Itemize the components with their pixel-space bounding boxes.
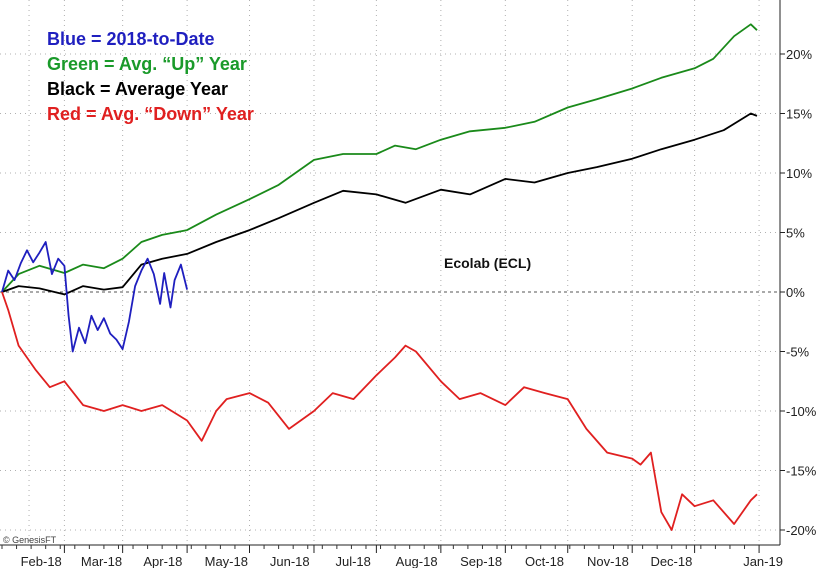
series-line-red [1, 291, 758, 531]
y-tick-label: -15% [786, 464, 817, 479]
x-tick-label: May-18 [205, 554, 248, 568]
y-tick-label: 20% [786, 47, 812, 62]
series-line-black [1, 112, 758, 296]
grid [0, 0, 780, 545]
y-tick-label: 10% [786, 166, 812, 181]
x-tick-label: Mar-18 [81, 554, 122, 568]
legend-entry: Blue = 2018-to-Date [47, 29, 215, 49]
x-tick-label: Dec-18 [650, 554, 692, 568]
legend: Blue = 2018-to-Date Green = Avg. “Up” Yea… [47, 29, 254, 124]
x-tick-label: Oct-18 [525, 554, 564, 568]
series-group [1, 23, 758, 531]
x-tick-label: Aug-18 [396, 554, 438, 568]
x-tick-label: Jun-18 [270, 554, 310, 568]
legend-entry: Red = Avg. “Down” Year [47, 104, 254, 124]
x-tick-label: Jan-19 [743, 554, 783, 568]
chart-annotation: Ecolab (ECL) [444, 255, 531, 271]
y-tick-label: 5% [786, 226, 805, 241]
y-tick-label: -5% [786, 345, 810, 360]
series-line-blue [1, 241, 188, 353]
legend-entry: Green = Avg. “Up” Year [47, 54, 247, 74]
credit-label: © GenesisFT [3, 535, 57, 545]
y-tick-label: 0% [786, 285, 805, 300]
y-axis: -20% -15% -10% -5% 0% 5% 10% 15% 20% [780, 47, 817, 538]
x-axis: Feb-18 Mar-18 Apr-18 May-18 Jun-18 Jul-18 Aug-… [1, 545, 783, 568]
x-tick-label: Jul-18 [335, 554, 370, 568]
x-tick-label: Nov-18 [587, 554, 629, 568]
x-tick-label: Feb-18 [21, 554, 62, 568]
series-line-green [1, 23, 758, 293]
x-tick-label: Apr-18 [143, 554, 182, 568]
y-tick-label: -10% [786, 404, 817, 419]
x-tick-label: Sep-18 [460, 554, 502, 568]
y-tick-label: 15% [786, 107, 812, 122]
y-tick-label: -20% [786, 523, 817, 538]
legend-entry: Black = Average Year [47, 79, 228, 99]
